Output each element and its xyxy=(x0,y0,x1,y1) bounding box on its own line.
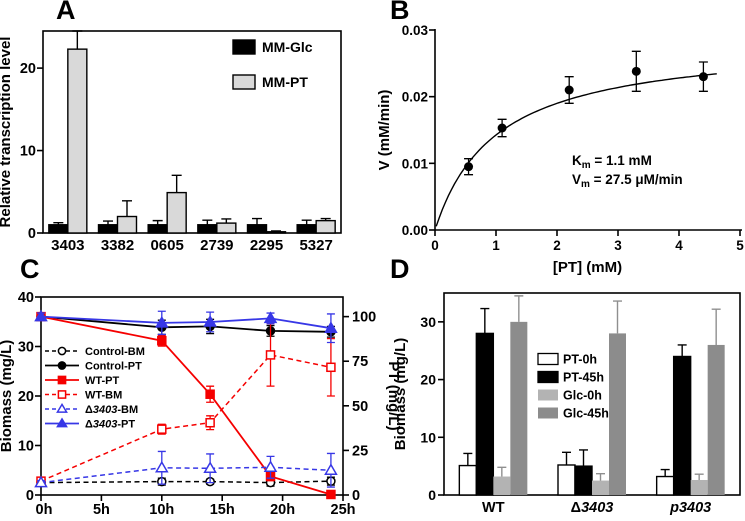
svg-text:0: 0 xyxy=(428,487,436,503)
svg-text:10: 10 xyxy=(20,144,36,160)
svg-text:25h: 25h xyxy=(331,502,356,518)
svg-text:Δ3403-BM: Δ3403-BM xyxy=(85,404,138,416)
svg-text:[PT] (mM): [PT] (mM) xyxy=(553,259,622,276)
svg-text:75: 75 xyxy=(352,354,368,370)
svg-text:0.03: 0.03 xyxy=(402,23,429,38)
svg-text:0h: 0h xyxy=(36,502,53,518)
svg-text:20: 20 xyxy=(18,389,34,405)
svg-text:4: 4 xyxy=(675,238,683,253)
svg-text:3382: 3382 xyxy=(101,237,134,254)
svg-text:3: 3 xyxy=(614,238,622,253)
panel-a-label: A xyxy=(56,0,76,25)
svg-text:Relative transcription level: Relative transcription level xyxy=(0,37,14,228)
svg-text:PT-0h: PT-0h xyxy=(563,353,597,367)
svg-text:100: 100 xyxy=(352,310,376,326)
svg-text:10: 10 xyxy=(18,439,34,455)
svg-text:Δ3403-PT: Δ3403-PT xyxy=(85,419,135,431)
svg-text:Δ3403: Δ3403 xyxy=(571,500,614,516)
svg-text:WT-PT: WT-PT xyxy=(85,375,119,387)
svg-text:2: 2 xyxy=(553,238,561,253)
svg-text:1: 1 xyxy=(492,238,500,253)
svg-text:25: 25 xyxy=(352,443,368,459)
panel-c-legend: Control-BM Control-PT WT-PT WT-BM Δ3403-BM Δ3… xyxy=(45,346,145,431)
svg-text:5: 5 xyxy=(736,238,744,253)
svg-text:5h: 5h xyxy=(93,502,110,518)
svg-text:0: 0 xyxy=(352,488,360,504)
svg-text:5327: 5327 xyxy=(299,237,332,254)
svg-text:PT-45h: PT-45h xyxy=(563,371,604,385)
svg-text:30: 30 xyxy=(420,314,436,330)
panel-c-chart: 0 10 20 30 40 0 25 50 75 100 0h 5h 10h 15h 20h 25h Bioma… xyxy=(0,290,402,518)
svg-text:20: 20 xyxy=(420,372,436,388)
svg-text:10: 10 xyxy=(420,429,436,445)
svg-text:MM-PT: MM-PT xyxy=(262,74,308,90)
svg-text:0.00: 0.00 xyxy=(402,223,428,238)
svg-text:2295: 2295 xyxy=(250,237,283,254)
panel-a-chart: 0 10 20 Relative transcription level 3403 338… xyxy=(0,30,342,254)
svg-text:V (mM/min): V (mM/min) xyxy=(376,90,393,171)
svg-text:Biomass (mg/L): Biomass (mg/L) xyxy=(392,338,409,451)
svg-text:40: 40 xyxy=(18,290,34,306)
svg-text:WT: WT xyxy=(482,500,505,516)
svg-text:0: 0 xyxy=(431,238,439,253)
svg-text:15h: 15h xyxy=(210,502,235,518)
svg-text:3403: 3403 xyxy=(51,237,84,254)
panel-d-label: D xyxy=(390,254,410,284)
svg-text:0: 0 xyxy=(28,226,36,242)
panel-a-legend: MM-Glc MM-PT xyxy=(232,39,313,90)
panel-d-legend: PT-0h PT-45h Glc-0h Glc-45h xyxy=(537,353,609,421)
svg-text:0.02: 0.02 xyxy=(402,90,428,105)
svg-text:Control-PT: Control-PT xyxy=(85,361,142,373)
svg-text:0605: 0605 xyxy=(150,237,183,254)
svg-text:Vm = 27.5 μM/min: Vm = 27.5 μM/min xyxy=(572,172,683,190)
svg-text:Glc-0h: Glc-0h xyxy=(563,389,602,403)
svg-text:20: 20 xyxy=(20,61,36,77)
panel-c-label: C xyxy=(20,254,40,284)
svg-text:20h: 20h xyxy=(270,502,295,518)
svg-text:WT-BM: WT-BM xyxy=(85,390,122,402)
svg-text:Control-BM: Control-BM xyxy=(85,346,145,358)
svg-text:Biomass (mg/L): Biomass (mg/L) xyxy=(0,340,15,453)
svg-text:MM-Glc: MM-Glc xyxy=(262,39,313,55)
svg-text:10h: 10h xyxy=(149,502,174,518)
panel-b-label: B xyxy=(390,0,410,25)
panel-b-chart: 0.00 0.01 0.02 0.03 0 1 2 3 4 5 [PT] (mM) V (mM/min… xyxy=(376,23,744,276)
svg-text:0.01: 0.01 xyxy=(402,156,429,171)
svg-text:p3403: p3403 xyxy=(669,500,711,516)
svg-text:50: 50 xyxy=(352,399,368,415)
svg-text:Km = 1.1 mM: Km = 1.1 mM xyxy=(572,153,652,171)
svg-text:2739: 2739 xyxy=(200,237,233,254)
svg-text:PT (mg/L): PT (mg/L) xyxy=(385,361,402,430)
svg-text:0: 0 xyxy=(26,488,34,504)
svg-text:Glc-45h: Glc-45h xyxy=(563,407,609,421)
svg-text:30: 30 xyxy=(18,340,34,356)
